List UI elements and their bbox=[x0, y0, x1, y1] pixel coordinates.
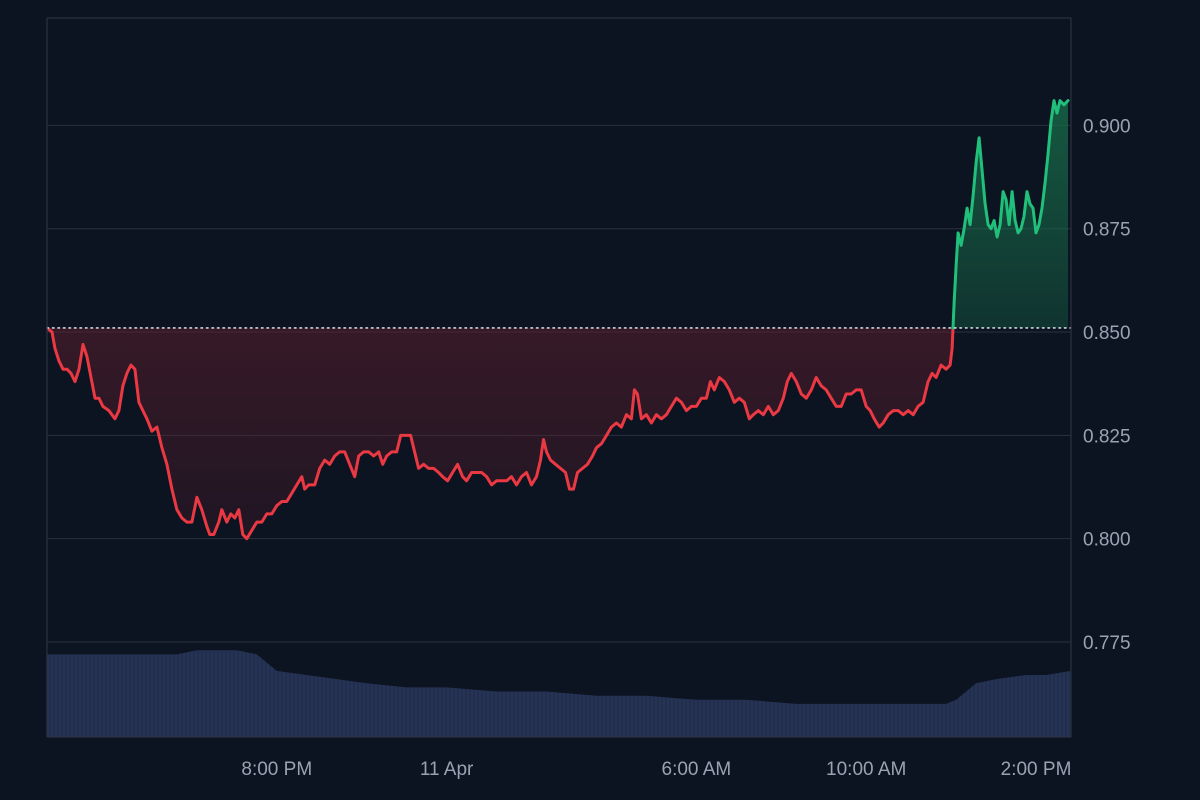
volume-area-shape bbox=[47, 650, 1071, 737]
y-axis: 0.775 0.800 0.825 0.850 0.875 0.900 bbox=[1083, 116, 1131, 654]
volume-area bbox=[47, 650, 1071, 737]
price-line bbox=[47, 99, 1070, 541]
y-tick-label: 0.875 bbox=[1083, 220, 1131, 241]
price-line-down bbox=[47, 326, 955, 541]
y-tick-label: 0.825 bbox=[1083, 426, 1131, 447]
x-tick-label: 10:00 AM bbox=[826, 759, 906, 780]
price-fill bbox=[47, 100, 1068, 539]
plot-frame bbox=[46, 17, 1072, 738]
x-axis: 8:00 PM 11 Apr 6:00 AM 10:00 AM 2:00 PM bbox=[241, 759, 1071, 780]
x-tick-label: 8:00 PM bbox=[241, 759, 312, 780]
price-fill-down bbox=[47, 327, 953, 539]
x-tick-label: 11 Apr bbox=[420, 759, 474, 780]
y-tick-label: 0.850 bbox=[1083, 323, 1131, 344]
price-line-up bbox=[951, 99, 1070, 330]
x-tick-label: 2:00 PM bbox=[1001, 759, 1072, 780]
x-tick-label: 6:00 AM bbox=[662, 759, 732, 780]
y-tick-label: 0.900 bbox=[1083, 116, 1131, 137]
y-tick-label: 0.775 bbox=[1083, 633, 1131, 654]
y-tick-label: 0.800 bbox=[1083, 530, 1131, 551]
